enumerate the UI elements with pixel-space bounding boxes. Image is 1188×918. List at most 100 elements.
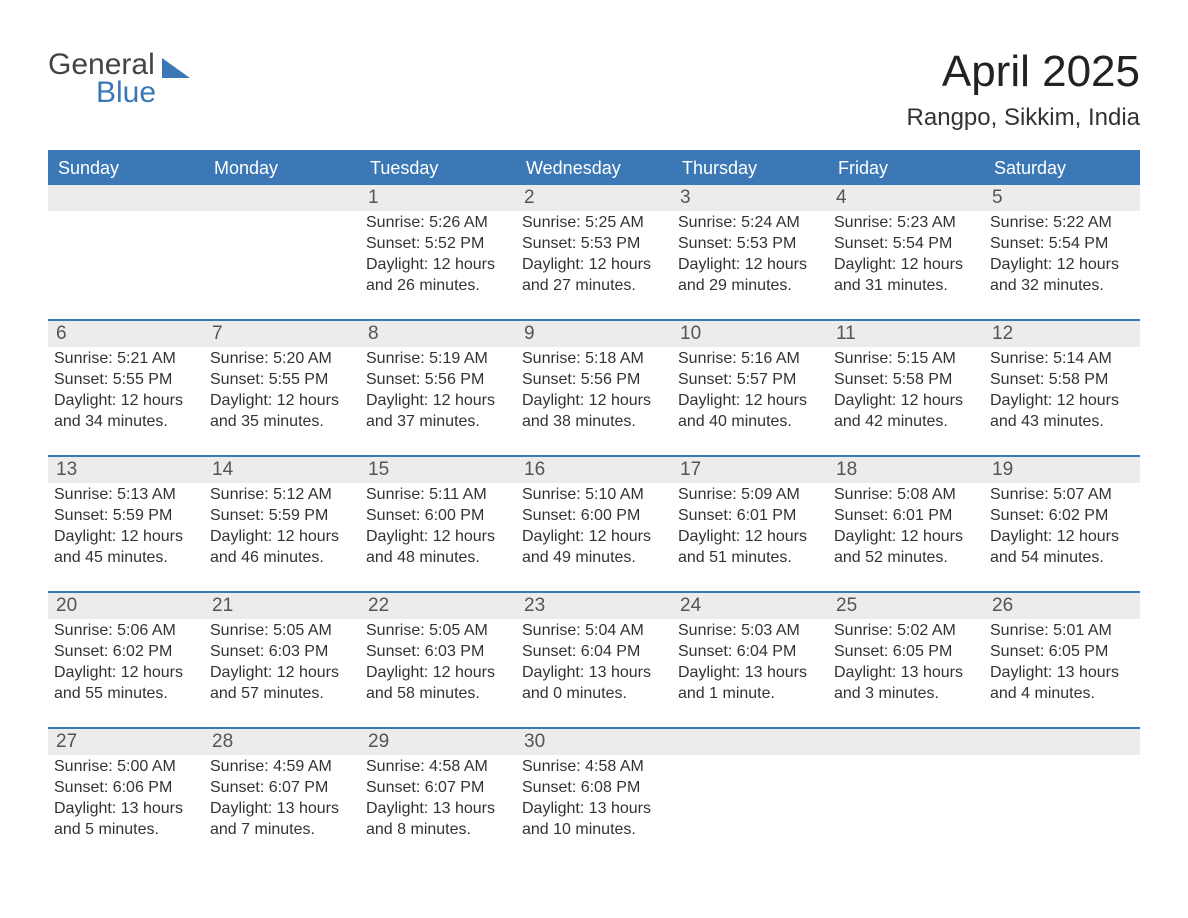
day-number: 18 [828, 457, 984, 483]
day-body-row: Sunrise: 5:06 AMSunset: 6:02 PMDaylight:… [48, 619, 1140, 727]
sunrise-text: Sunrise: 5:15 AM [834, 349, 978, 370]
day-number [204, 185, 360, 211]
daylight-line2: and 8 minutes. [366, 820, 510, 841]
dow-friday: Friday [828, 152, 984, 185]
logo-triangle-icon [162, 58, 190, 78]
day-of-week-header: Sunday Monday Tuesday Wednesday Thursday… [48, 152, 1140, 185]
day-number: 13 [48, 457, 204, 483]
daylight-line2: and 3 minutes. [834, 684, 978, 705]
daylight-line2: and 10 minutes. [522, 820, 666, 841]
day-cell [828, 755, 984, 863]
sunset-text: Sunset: 5:59 PM [210, 506, 354, 527]
day-number: 27 [48, 729, 204, 755]
sunrise-text: Sunrise: 5:00 AM [54, 757, 198, 778]
day-cell: Sunrise: 5:04 AMSunset: 6:04 PMDaylight:… [516, 619, 672, 727]
sunrise-text: Sunrise: 5:25 AM [522, 213, 666, 234]
daylight-line2: and 37 minutes. [366, 412, 510, 433]
day-cell: Sunrise: 5:26 AMSunset: 5:52 PMDaylight:… [360, 211, 516, 319]
daylight-line2: and 40 minutes. [678, 412, 822, 433]
sunrise-text: Sunrise: 5:03 AM [678, 621, 822, 642]
day-cell [204, 211, 360, 319]
logo-word-2: Blue [96, 76, 156, 110]
daylight-line1: Daylight: 12 hours [522, 391, 666, 412]
sunset-text: Sunset: 5:57 PM [678, 370, 822, 391]
sunset-text: Sunset: 5:56 PM [522, 370, 666, 391]
daylight-line1: Daylight: 12 hours [522, 527, 666, 548]
day-number: 29 [360, 729, 516, 755]
day-number: 8 [360, 321, 516, 347]
sunrise-text: Sunrise: 4:59 AM [210, 757, 354, 778]
sunrise-text: Sunrise: 5:18 AM [522, 349, 666, 370]
sunset-text: Sunset: 5:52 PM [366, 234, 510, 255]
sunrise-text: Sunrise: 5:12 AM [210, 485, 354, 506]
sunset-text: Sunset: 5:54 PM [834, 234, 978, 255]
sunset-text: Sunset: 6:04 PM [522, 642, 666, 663]
daylight-line2: and 51 minutes. [678, 548, 822, 569]
sunset-text: Sunset: 5:53 PM [522, 234, 666, 255]
sunrise-text: Sunrise: 5:22 AM [990, 213, 1134, 234]
day-cell: Sunrise: 5:10 AMSunset: 6:00 PMDaylight:… [516, 483, 672, 591]
day-number: 11 [828, 321, 984, 347]
daylight-line2: and 35 minutes. [210, 412, 354, 433]
sunset-text: Sunset: 5:55 PM [210, 370, 354, 391]
day-cell: Sunrise: 5:00 AMSunset: 6:06 PMDaylight:… [48, 755, 204, 863]
day-cell: Sunrise: 5:05 AMSunset: 6:03 PMDaylight:… [360, 619, 516, 727]
dow-tuesday: Tuesday [360, 152, 516, 185]
day-number: 12 [984, 321, 1140, 347]
daylight-line1: Daylight: 12 hours [54, 663, 198, 684]
daylight-line1: Daylight: 12 hours [210, 391, 354, 412]
daylight-line1: Daylight: 12 hours [990, 255, 1134, 276]
calendar-week: 27282930Sunrise: 5:00 AMSunset: 6:06 PMD… [48, 727, 1140, 863]
day-cell: Sunrise: 5:23 AMSunset: 5:54 PMDaylight:… [828, 211, 984, 319]
daylight-line1: Daylight: 13 hours [834, 663, 978, 684]
sunset-text: Sunset: 6:07 PM [366, 778, 510, 799]
header: General Blue April 2025 Rangpo, Sikkim, … [48, 48, 1140, 132]
sunrise-text: Sunrise: 4:58 AM [366, 757, 510, 778]
day-body-row: Sunrise: 5:00 AMSunset: 6:06 PMDaylight:… [48, 755, 1140, 863]
daylight-line2: and 5 minutes. [54, 820, 198, 841]
sunset-text: Sunset: 6:05 PM [990, 642, 1134, 663]
daylight-line2: and 46 minutes. [210, 548, 354, 569]
daylight-line1: Daylight: 13 hours [990, 663, 1134, 684]
day-number: 26 [984, 593, 1140, 619]
day-number: 19 [984, 457, 1140, 483]
sunrise-text: Sunrise: 5:21 AM [54, 349, 198, 370]
dow-wednesday: Wednesday [516, 152, 672, 185]
sunrise-text: Sunrise: 5:11 AM [366, 485, 510, 506]
sunrise-text: Sunrise: 5:09 AM [678, 485, 822, 506]
day-cell: Sunrise: 5:22 AMSunset: 5:54 PMDaylight:… [984, 211, 1140, 319]
day-number: 24 [672, 593, 828, 619]
day-cell: Sunrise: 5:13 AMSunset: 5:59 PMDaylight:… [48, 483, 204, 591]
calendar-week: 6789101112Sunrise: 5:21 AM Sunset: 5:55 P… [48, 319, 1140, 455]
sunrise-text: Sunrise: 5:19 AM [366, 349, 510, 370]
day-number-band: 13141516171819 [48, 457, 1140, 483]
day-number: 4 [828, 185, 984, 211]
calendar-week: 12345Sunrise: 5:26 AMSunset: 5:52 PMDayl… [48, 185, 1140, 319]
daylight-line2: and 49 minutes. [522, 548, 666, 569]
day-number: 3 [672, 185, 828, 211]
location-label: Rangpo, Sikkim, India [907, 104, 1140, 132]
daylight-line1: Daylight: 12 hours [678, 255, 822, 276]
day-cell [984, 755, 1140, 863]
day-number: 20 [48, 593, 204, 619]
daylight-line2: and 0 minutes. [522, 684, 666, 705]
day-number: 25 [828, 593, 984, 619]
day-number-band: 6789101112 [48, 321, 1140, 347]
daylight-line2: and 4 minutes. [990, 684, 1134, 705]
calendar-week: 20212223242526Sunrise: 5:06 AMSunset: 6:… [48, 591, 1140, 727]
daylight-line2: and 26 minutes. [366, 276, 510, 297]
daylight-line2: and 45 minutes. [54, 548, 198, 569]
day-cell: Sunrise: 5:06 AMSunset: 6:02 PMDaylight:… [48, 619, 204, 727]
sunset-text: Sunset: 6:06 PM [54, 778, 198, 799]
daylight-line2: and 7 minutes. [210, 820, 354, 841]
daylight-line1: Daylight: 12 hours [366, 527, 510, 548]
sunrise-text: Sunrise: 5:01 AM [990, 621, 1134, 642]
sunset-text: Sunset: 5:59 PM [54, 506, 198, 527]
daylight-line1: Daylight: 12 hours [54, 527, 198, 548]
day-number: 9 [516, 321, 672, 347]
daylight-line2: and 1 minute. [678, 684, 822, 705]
day-number [48, 185, 204, 211]
daylight-line2: and 48 minutes. [366, 548, 510, 569]
logo: General Blue [48, 48, 190, 110]
daylight-line2: and 31 minutes. [834, 276, 978, 297]
